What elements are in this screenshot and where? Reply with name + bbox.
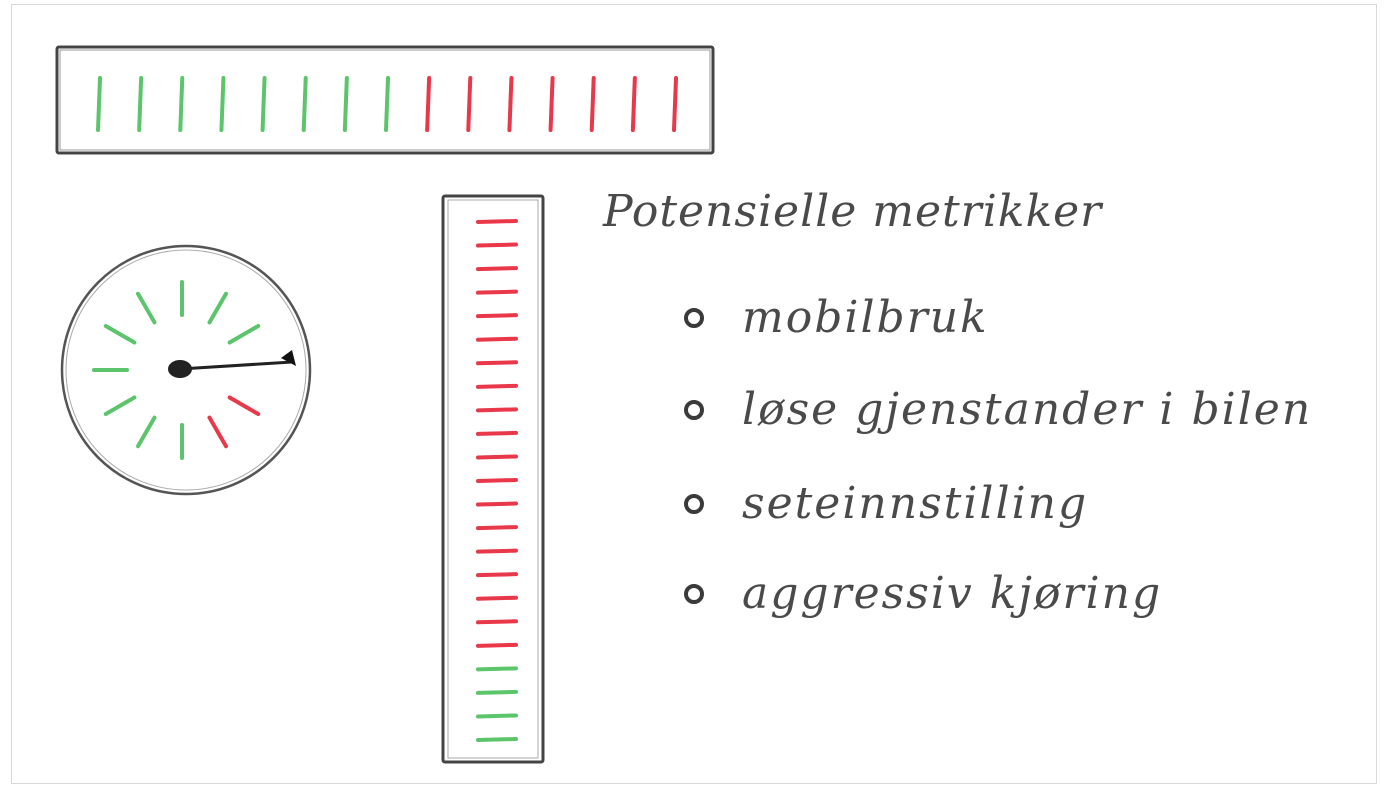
vertical-meter-tick bbox=[476, 407, 518, 413]
list-item: aggressiv kjøring bbox=[684, 568, 1162, 619]
horizontal-meter-frame bbox=[55, 45, 715, 155]
gauge-outline-inner bbox=[65, 249, 307, 491]
vertical-meter-frame bbox=[441, 194, 545, 764]
vertical-meter-tick bbox=[476, 525, 518, 531]
vertical-meter-tick bbox=[476, 548, 518, 554]
vertical-meter-tick bbox=[476, 666, 518, 672]
gauge-tick bbox=[227, 324, 261, 345]
list-item: løse gjenstander i bilen bbox=[684, 384, 1312, 435]
vertical-meter-tick bbox=[476, 383, 518, 389]
horizontal-meter-tick bbox=[672, 76, 678, 132]
vertical-meter-tick bbox=[476, 572, 518, 578]
gauge-tick bbox=[207, 291, 228, 325]
horizontal-meter-frame-inner bbox=[59, 49, 711, 151]
vertical-meter-tick bbox=[476, 737, 518, 742]
horizontal-meter-tick bbox=[219, 76, 226, 132]
circular-gauge bbox=[60, 244, 312, 496]
list-item-label: løse gjenstander i bilen bbox=[742, 384, 1313, 435]
gauge-tick bbox=[227, 395, 261, 416]
horizontal-meter bbox=[55, 45, 715, 155]
gauge-tick bbox=[103, 395, 137, 416]
vertical-meter-tick bbox=[476, 289, 518, 295]
horizontal-meter-tick bbox=[178, 76, 185, 132]
vertical-meter-tick bbox=[476, 713, 518, 719]
vertical-meter-tick bbox=[476, 689, 518, 695]
bullet-icon bbox=[684, 493, 704, 514]
horizontal-meter-tick bbox=[466, 76, 473, 132]
horizontal-meter-tick bbox=[630, 76, 637, 132]
vertical-meter-frame-inner bbox=[447, 199, 539, 759]
vertical-meter-tick bbox=[476, 336, 518, 342]
bullet-icon bbox=[684, 583, 704, 604]
vertical-meter-tick bbox=[476, 430, 518, 436]
vertical-meter bbox=[441, 194, 545, 764]
horizontal-meter-tick bbox=[96, 76, 102, 132]
arrow-icon bbox=[281, 350, 296, 366]
vertical-meter-tick bbox=[476, 313, 518, 319]
horizontal-meter-tick bbox=[507, 76, 514, 132]
vertical-meter-tick bbox=[476, 454, 518, 460]
list-item-label: mobilbruk bbox=[742, 292, 989, 343]
horizontal-meter-tick bbox=[137, 76, 144, 132]
notes-title: Potensielle metrikker bbox=[603, 186, 1103, 237]
vertical-meter-tick bbox=[476, 595, 518, 601]
vertical-meter-tick bbox=[476, 501, 518, 507]
sketch-frame bbox=[11, 4, 1377, 784]
vertical-meter-tick bbox=[476, 242, 518, 248]
bullet-icon bbox=[684, 307, 704, 328]
gauge-outline bbox=[60, 244, 312, 496]
bullet-icon bbox=[684, 399, 704, 420]
vertical-meter-tick bbox=[476, 219, 518, 224]
vertical-meter-tick bbox=[476, 478, 518, 483]
list-item-label: seteinnstilling bbox=[742, 478, 1089, 529]
horizontal-meter-tick bbox=[384, 76, 390, 132]
list-item-label: aggressiv kjøring bbox=[742, 568, 1163, 619]
vertical-meter-tick bbox=[476, 619, 518, 625]
horizontal-meter-tick bbox=[260, 76, 267, 132]
vertical-meter-tick bbox=[476, 266, 518, 272]
gauge-tick bbox=[136, 415, 157, 449]
horizontal-meter-tick bbox=[301, 76, 308, 132]
gauge-hub bbox=[168, 360, 192, 378]
vertical-meter-tick bbox=[476, 360, 518, 366]
gauge-tick bbox=[103, 324, 137, 345]
horizontal-meter-tick bbox=[548, 76, 555, 132]
vertical-meter-tick bbox=[476, 642, 518, 648]
list-item: mobilbruk bbox=[684, 292, 989, 343]
horizontal-meter-tick bbox=[425, 76, 432, 132]
horizontal-meter-tick bbox=[342, 76, 349, 132]
horizontal-meter-tick bbox=[589, 76, 596, 132]
gauge-tick bbox=[207, 415, 228, 449]
gauge-needle bbox=[179, 360, 293, 371]
gauge-tick bbox=[136, 291, 157, 325]
list-item: seteinnstilling bbox=[684, 478, 1088, 529]
